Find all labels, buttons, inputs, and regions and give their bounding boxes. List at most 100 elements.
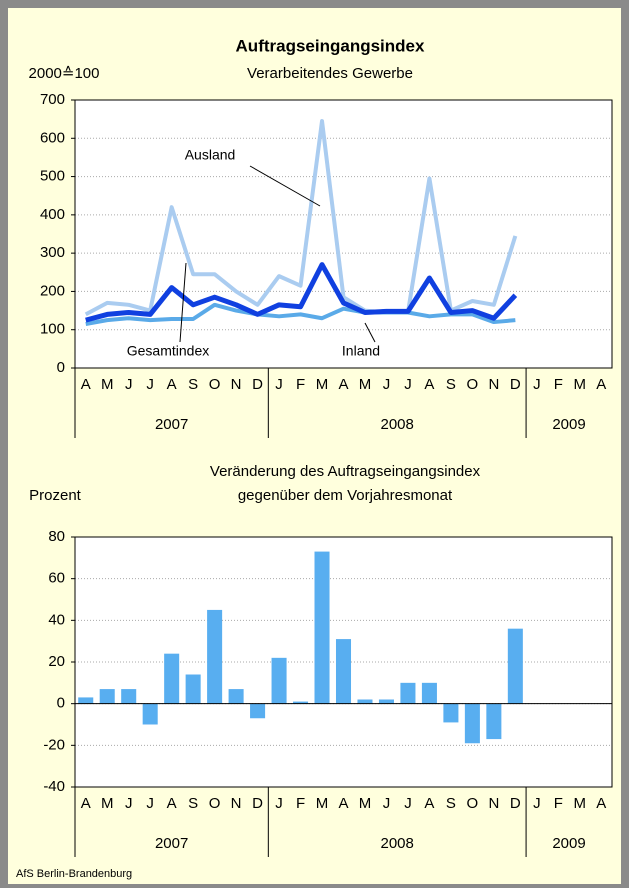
leader-line — [364, 322, 376, 343]
year-label: 2008 — [381, 416, 414, 433]
bar — [271, 657, 287, 704]
bar — [78, 697, 94, 704]
bar — [99, 689, 115, 704]
x-tick-label: J — [404, 376, 412, 393]
x-tick-label: D — [510, 376, 521, 393]
bar — [164, 653, 180, 704]
bar — [293, 701, 309, 704]
plot-border — [74, 536, 613, 788]
bar — [335, 639, 352, 704]
series-line — [84, 119, 518, 317]
x-tick-label: M — [359, 795, 372, 812]
year-label: 2007 — [155, 835, 188, 852]
x-tick-label: J — [404, 795, 412, 812]
x-tick-label: J — [146, 376, 154, 393]
plot-border — [74, 99, 613, 369]
x-tick-label: N — [488, 795, 499, 812]
year-label: 2008 — [381, 835, 414, 852]
x-tick-label: J — [146, 795, 154, 812]
chart-title: Auftragseingangsindex — [236, 36, 425, 55]
chart-title: Veränderung des Auftragseingangsindex — [210, 463, 481, 480]
y-tick-label: 400 — [40, 206, 65, 223]
x-tick-label: J — [383, 795, 391, 812]
y-axis-label: 2000≙100 — [29, 65, 100, 82]
x-tick-label: J — [275, 795, 283, 812]
x-tick-label: J — [533, 795, 541, 812]
y-tick-label: 700 — [40, 91, 65, 108]
y-tick-label: 600 — [40, 129, 65, 146]
x-tick-label: S — [188, 795, 198, 812]
y-tick-label: -40 — [43, 778, 65, 795]
series-label: Ausland — [185, 147, 236, 163]
y-tick-label: 40 — [48, 611, 65, 628]
bar — [207, 609, 223, 704]
x-tick-label: M — [316, 376, 329, 393]
y-tick-label: 0 — [57, 359, 65, 376]
x-tick-label: N — [488, 376, 499, 393]
x-tick-label: M — [101, 795, 114, 812]
x-tick-label: J — [275, 376, 283, 393]
y-tick-label: 0 — [57, 695, 65, 712]
bar — [121, 689, 137, 704]
x-tick-label: A — [424, 376, 434, 393]
x-tick-label: M — [359, 376, 372, 393]
x-tick-label: A — [338, 795, 348, 812]
x-tick-label: A — [81, 795, 91, 812]
x-tick-label: O — [467, 376, 479, 393]
x-tick-label: S — [188, 376, 198, 393]
bar — [378, 699, 394, 704]
x-tick-label: S — [446, 376, 456, 393]
y-tick-label: 80 — [48, 528, 65, 545]
bar — [486, 703, 502, 740]
x-tick-label: N — [231, 795, 242, 812]
bar — [464, 703, 480, 744]
plot-area — [75, 100, 612, 368]
bar — [250, 703, 266, 719]
x-tick-label: A — [596, 795, 606, 812]
leader-line — [179, 262, 187, 343]
x-tick-label: F — [554, 795, 563, 812]
x-tick-label: O — [209, 795, 221, 812]
series-label: Inland — [342, 343, 380, 359]
series-line — [85, 302, 516, 326]
x-tick-label: A — [167, 795, 177, 812]
x-tick-label: A — [596, 376, 606, 393]
x-tick-label: J — [533, 376, 541, 393]
year-label: 2009 — [552, 835, 585, 852]
x-tick-label: J — [125, 795, 133, 812]
bar — [443, 703, 459, 723]
bar — [507, 628, 523, 704]
x-tick-label: D — [510, 795, 521, 812]
y-tick-label: 500 — [40, 168, 65, 185]
x-tick-label: A — [167, 376, 177, 393]
year-label: 2009 — [552, 416, 585, 433]
x-tick-label: S — [446, 795, 456, 812]
year-label: 2007 — [155, 416, 188, 433]
x-tick-label: N — [231, 376, 242, 393]
x-tick-label: M — [101, 376, 114, 393]
x-tick-label: J — [125, 376, 133, 393]
footer: AfS Berlin-Brandenburg — [16, 868, 132, 880]
y-tick-label: 200 — [40, 282, 65, 299]
x-tick-label: O — [467, 795, 479, 812]
x-tick-label: A — [338, 376, 348, 393]
x-tick-label: J — [383, 376, 391, 393]
y-tick-label: 300 — [40, 244, 65, 261]
x-tick-label: A — [424, 795, 434, 812]
x-tick-label: M — [574, 376, 587, 393]
bar — [314, 551, 330, 704]
x-tick-label: F — [296, 795, 305, 812]
y-tick-label: 100 — [40, 321, 65, 338]
x-tick-label: F — [296, 376, 305, 393]
x-tick-label: M — [574, 795, 587, 812]
bar — [357, 699, 373, 704]
y-tick-label: 20 — [48, 653, 65, 670]
chart-subtitle: Verarbeitendes Gewerbe — [247, 65, 413, 82]
leader-line — [249, 165, 321, 207]
x-tick-label: O — [209, 376, 221, 393]
x-tick-label: M — [316, 795, 329, 812]
x-tick-label: A — [81, 376, 91, 393]
y-tick-label: 60 — [48, 570, 65, 587]
x-tick-label: F — [554, 376, 563, 393]
